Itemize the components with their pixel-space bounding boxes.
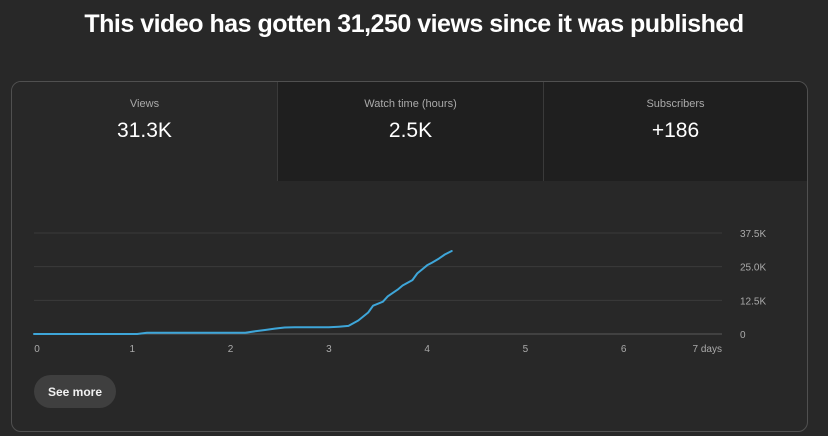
- metric-label-watch-time: Watch time (hours): [364, 98, 457, 110]
- x-tick-label: 4: [424, 344, 430, 355]
- metric-tabs: Views 31.3K Watch time (hours) 2.5K Subs…: [12, 82, 807, 181]
- x-tick-label: 3: [326, 344, 332, 355]
- views-line-chart: 0 12.5K 25.0K 37.5K 0 1 2 3 4 5 6 7 days: [33, 229, 766, 355]
- metric-value-subscribers: +186: [651, 119, 700, 142]
- analytics-card: Views 31.3K Watch time (hours) 2.5K Subs…: [11, 81, 808, 432]
- y-tick-label: 12.5K: [740, 296, 766, 307]
- y-tick-label: 37.5K: [740, 229, 766, 240]
- metric-label-subscribers: Subscribers: [646, 98, 705, 110]
- page-title: This video has gotten 31,250 views since…: [84, 10, 744, 38]
- tab-watch-time[interactable]: Watch time (hours) 2.5K: [277, 82, 543, 181]
- x-tick-label: 6: [621, 344, 627, 355]
- views-series-line: [33, 250, 453, 335]
- views-chart: 0 12.5K 25.0K 37.5K 0 1 2 3 4 5 6 7 days: [12, 181, 807, 361]
- y-tick-label: 25.0K: [740, 263, 766, 274]
- x-tick-label: 0: [34, 344, 40, 355]
- y-tick-label: 0: [740, 330, 746, 341]
- see-more-button[interactable]: See more: [34, 375, 116, 408]
- x-tick-label: 7 days: [693, 344, 722, 355]
- tab-views[interactable]: Views 31.3K: [12, 82, 277, 181]
- x-tick-label: 2: [228, 344, 234, 355]
- x-tick-label: 5: [523, 344, 529, 355]
- x-tick-label: 1: [130, 344, 136, 355]
- metric-label-views: Views: [129, 98, 160, 110]
- metric-value-watch-time: 2.5K: [388, 119, 433, 142]
- tab-subscribers[interactable]: Subscribers +186: [543, 82, 807, 181]
- metric-value-views: 31.3K: [117, 119, 172, 142]
